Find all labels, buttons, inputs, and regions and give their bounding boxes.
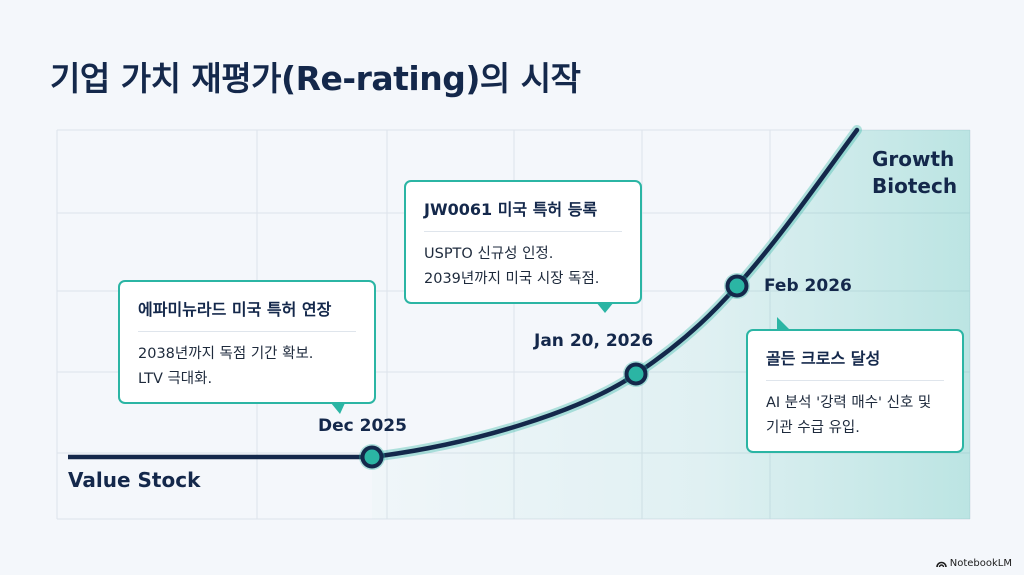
watermark-text: NotebookLM (949, 558, 1012, 569)
callout-line: 2038년까지 독점 기간 확보. (138, 346, 314, 362)
page-title: 기업 가치 재평가(Re-rating)의 시작 (50, 59, 581, 98)
value-stock-label: Value Stock (68, 468, 201, 492)
milestone-callout-jan-2026: JW0061 미국 특허 등록 USPTO 신규성 인정. 2039년까지 미국… (404, 180, 642, 304)
callout-heading: JW0061 미국 특허 등록 (424, 196, 622, 232)
callout-2-pointer (596, 302, 614, 313)
date-label-dec-2025: Dec 2025 (318, 416, 407, 436)
notebooklm-logo-icon (935, 561, 947, 568)
date-label-feb-2026: Feb 2026 (764, 276, 852, 296)
milestone-marker-jan-2026 (623, 361, 649, 387)
callout-line: 2039년까지 미국 시장 독점. (424, 271, 600, 287)
callout-line: USPTO 신규성 인정. (424, 246, 554, 262)
callout-3-pointer (777, 317, 791, 331)
date-label-jan-2026: Jan 20, 2026 (534, 331, 654, 351)
milestone-marker-feb-2026 (724, 273, 750, 299)
growth-biotech-label: Growth Biotech (872, 146, 957, 200)
milestone-marker-dec-2025 (359, 444, 385, 470)
callout-heading: 에파미뉴라드 미국 특허 연장 (138, 296, 356, 332)
notebooklm-watermark: NotebookLM (935, 558, 1012, 569)
milestone-callout-feb-2026: 골든 크로스 달성 AI 분석 '강력 매수' 신호 및 기관 수급 유입. (746, 329, 964, 453)
growth-biotech-line-2: Biotech (872, 174, 958, 198)
callout-line: AI 분석 '강력 매수' 신호 및 (766, 395, 932, 411)
callout-line: 기관 수급 유입. (766, 420, 860, 436)
callout-heading: 골든 크로스 달성 (766, 345, 944, 381)
milestone-callout-dec-2025: 에파미뉴라드 미국 특허 연장 2038년까지 독점 기간 확보. LTV 극대… (118, 280, 376, 404)
callout-1-pointer (331, 403, 345, 414)
callout-line: LTV 극대화. (138, 371, 213, 387)
growth-curve-line (369, 127, 860, 460)
growth-biotech-line-1: Growth (872, 147, 955, 171)
